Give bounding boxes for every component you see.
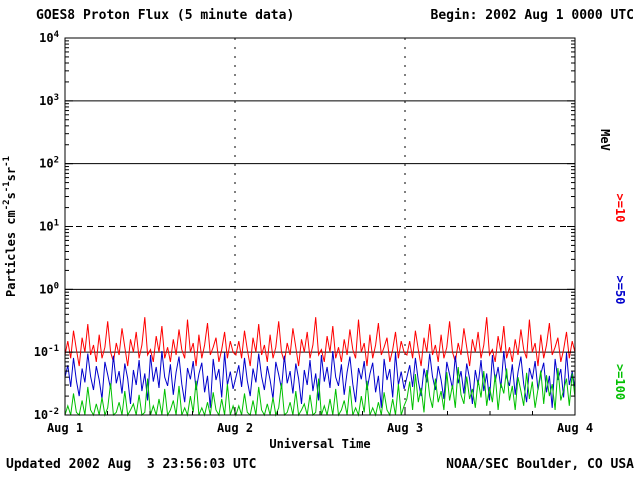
chart-title: GOES8 Proton Flux (5 minute data) xyxy=(36,8,295,23)
y-tick-label: 100 xyxy=(39,281,59,296)
y-axis-title: Particles cm-2s-1sr-1 xyxy=(2,156,18,297)
right-axis-label-gte-100: >=100 xyxy=(613,364,627,400)
x-tick-label: Aug 3 xyxy=(387,421,423,435)
right-axis-label-mev-unit: MeV xyxy=(598,129,612,151)
series-line-gte-100-mev xyxy=(64,366,576,417)
y-tick-label: 104 xyxy=(39,30,59,45)
x-axis-title: Universal Time xyxy=(269,437,370,451)
begin-timestamp-label: Begin: 2002 Aug 1 0000 UTC xyxy=(430,8,635,23)
x-tick-label: Aug 1 xyxy=(47,421,83,435)
y-tick-label: 101 xyxy=(39,219,59,234)
updated-timestamp-label: Updated 2002 Aug 3 23:56:03 UTC xyxy=(6,457,257,472)
x-tick-label: Aug 2 xyxy=(217,421,253,435)
y-tick-label: 102 xyxy=(39,156,59,171)
right-axis-label-gte-50: >=50 xyxy=(613,276,627,305)
series-line-gte-10-mev xyxy=(64,317,576,367)
source-attribution-label: NOAA/SEC Boulder, CO USA xyxy=(446,457,634,472)
series-line-gte-50-mev xyxy=(64,351,576,408)
x-tick-label: Aug 4 xyxy=(557,421,593,435)
right-axis-label-gte-10: >=10 xyxy=(613,194,627,223)
y-tick-label: 103 xyxy=(39,93,59,108)
y-tick-label: 10-2 xyxy=(34,407,59,422)
y-tick-label: 10-1 xyxy=(34,344,59,359)
